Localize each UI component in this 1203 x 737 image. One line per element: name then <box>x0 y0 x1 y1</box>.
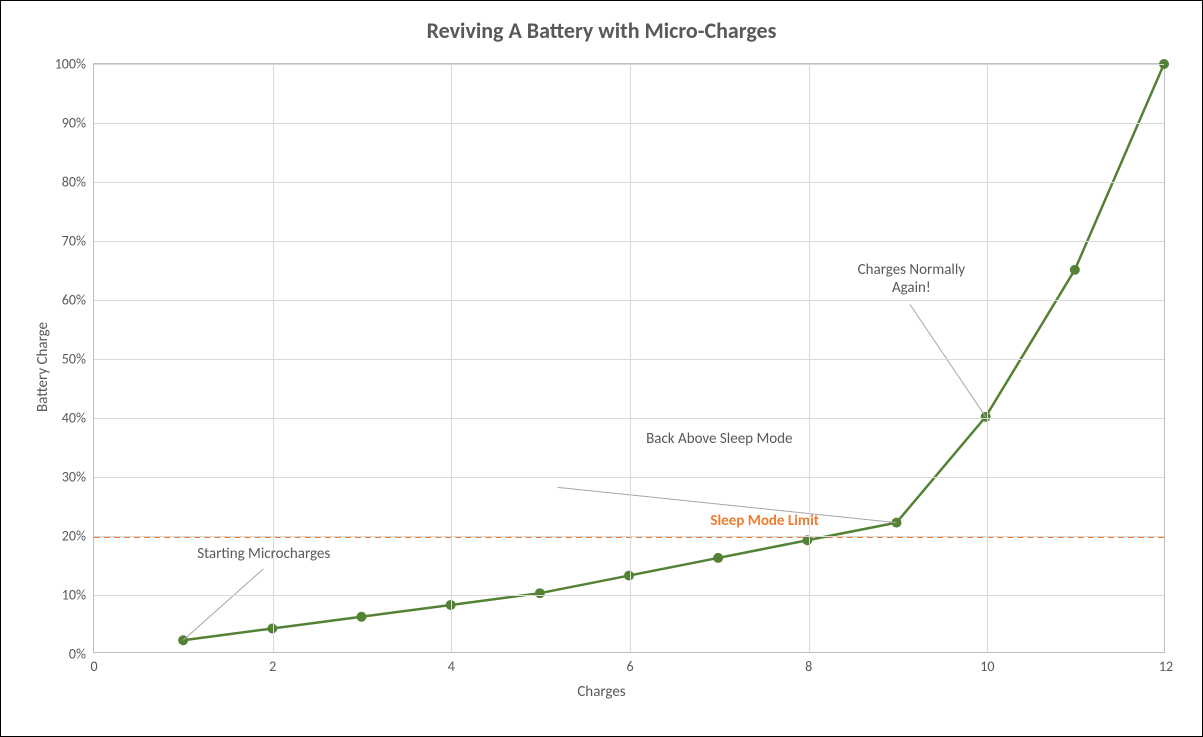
x-tick-label: 10 <box>980 652 994 675</box>
x-tick-label: 0 <box>90 652 97 675</box>
annotation-label: Starting Microcharges <box>197 545 330 563</box>
h-gridline <box>94 359 1164 360</box>
chart-title: Reviving A Battery with Micro-Charges <box>1 17 1202 44</box>
x-tick-label: 4 <box>448 652 455 675</box>
y-tick-label: 10% <box>62 587 94 604</box>
annotation-leader <box>183 569 263 640</box>
h-gridline <box>94 182 1164 183</box>
y-tick-label: 40% <box>62 410 94 427</box>
v-gridline <box>630 64 631 652</box>
y-tick-label: 30% <box>62 469 94 486</box>
v-gridline <box>809 64 810 652</box>
annotation-leader <box>910 304 986 417</box>
h-gridline <box>94 64 1164 65</box>
y-axis-title: Battery Charge <box>34 322 52 412</box>
x-tick-label: 2 <box>269 652 276 675</box>
h-gridline <box>94 595 1164 596</box>
v-gridline <box>451 64 452 652</box>
y-tick-label: 80% <box>62 174 94 191</box>
y-tick-label: 100% <box>55 56 94 73</box>
plot-area: Sleep Mode Limit 0%10%20%30%40%50%60%70%… <box>93 63 1165 653</box>
h-gridline <box>94 536 1164 537</box>
h-gridline <box>94 300 1164 301</box>
h-gridline <box>94 241 1164 242</box>
v-gridline <box>987 64 988 652</box>
x-tick-label: 12 <box>1159 652 1173 675</box>
x-tick-label: 8 <box>805 652 812 675</box>
chart-container: Reviving A Battery with Micro-Charges Sl… <box>0 0 1203 737</box>
v-gridline <box>273 64 274 652</box>
y-tick-label: 20% <box>62 528 94 545</box>
x-axis-title: Charges <box>1 683 1202 701</box>
h-gridline <box>94 123 1164 124</box>
annotation-layer <box>94 64 1164 652</box>
x-tick-label: 6 <box>626 652 633 675</box>
annotation-leader <box>558 487 897 522</box>
y-tick-label: 90% <box>62 115 94 132</box>
y-tick-label: 50% <box>62 351 94 368</box>
annotation-label: Charges Normally Again! <box>858 261 965 297</box>
h-gridline <box>94 418 1164 419</box>
y-tick-label: 60% <box>62 292 94 309</box>
y-tick-label: 70% <box>62 233 94 250</box>
annotation-label: Back Above Sleep Mode <box>646 430 792 448</box>
h-gridline <box>94 477 1164 478</box>
